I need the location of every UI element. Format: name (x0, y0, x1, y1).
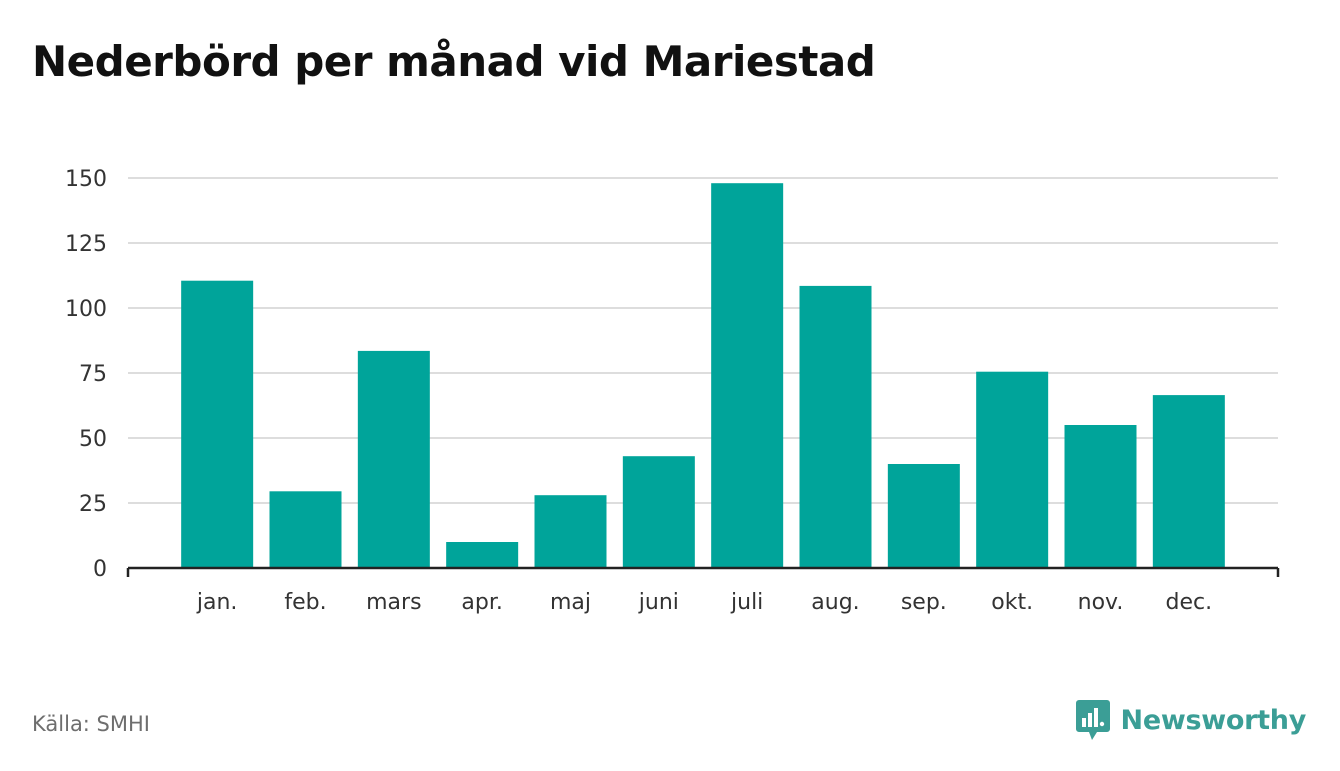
x-tick-label: sep. (901, 590, 947, 615)
source-note: Källa: SMHI (32, 712, 150, 736)
x-tick-label: mars (366, 590, 421, 615)
y-tick-label: 0 (93, 557, 107, 582)
y-tick-label: 150 (65, 167, 107, 192)
bar-dec (1152, 395, 1225, 568)
bar-juni (622, 456, 695, 568)
x-tick-label: aug. (811, 590, 859, 615)
x-tick-label: juni (638, 590, 679, 615)
brand-logo: Newsworthy (1075, 698, 1306, 742)
bar-mars (357, 350, 430, 568)
x-tick-label: dec. (1166, 590, 1213, 615)
x-tick-label: okt. (991, 590, 1033, 615)
x-tick-labels: jan. feb. mars apr. maj juni juli aug. sep. okt. n… (196, 590, 1212, 615)
axes (126, 566, 1280, 577)
chart-title: Nederbörd per månad vid Mariestad (32, 37, 876, 86)
y-tick-label: 75 (79, 362, 107, 387)
x-tick-label: nov. (1078, 590, 1124, 615)
bar-okt (976, 371, 1049, 568)
x-tick-label: juli (730, 590, 763, 615)
x-tick-label: feb. (284, 590, 326, 615)
bar-nov (1064, 425, 1137, 568)
y-tick-label: 100 (65, 297, 107, 322)
y-tick-label: 25 (79, 492, 107, 517)
brand-name: Newsworthy (1120, 704, 1307, 736)
bar-feb (269, 491, 342, 568)
y-tick-label: 50 (79, 427, 107, 452)
x-tick-label: jan. (196, 590, 238, 615)
bars (181, 183, 1225, 568)
bar-aug (799, 285, 872, 568)
bar-jan (181, 280, 254, 568)
bar-maj (534, 495, 607, 568)
bar-sep (887, 464, 960, 568)
y-tick-label: 125 (65, 232, 107, 257)
x-tick-label: maj (550, 590, 591, 615)
newsworthy-logo-icon (1075, 700, 1110, 740)
bar-apr (446, 542, 519, 568)
y-tick-labels: 0 25 50 75 100 125 150 (65, 167, 107, 582)
x-tick-label: apr. (461, 590, 502, 615)
bar-juli (711, 183, 784, 568)
